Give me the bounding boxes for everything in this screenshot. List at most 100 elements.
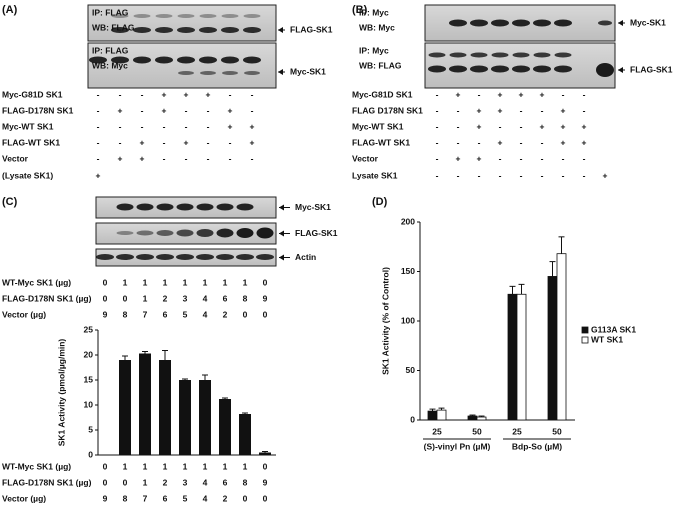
blot-band (111, 56, 129, 64)
blot-band (216, 254, 234, 260)
bar (199, 380, 211, 455)
cell: 1 (163, 277, 168, 287)
blot-band (177, 14, 195, 18)
blot-band (491, 52, 509, 58)
blot-band (176, 229, 194, 237)
cell: 0 (263, 277, 268, 287)
sign: - (141, 89, 144, 99)
blot-ip: IP: Myc (359, 7, 389, 17)
blot-band (196, 203, 214, 211)
sign: + (498, 105, 503, 115)
sign: + (140, 137, 145, 147)
bar (219, 399, 231, 455)
sign: - (436, 170, 439, 180)
cell: 7 (143, 493, 148, 503)
blot-band (470, 19, 488, 27)
group-label: (S)-vinyl Pn (µM) (424, 441, 491, 451)
sign: - (520, 170, 523, 180)
cell: 2 (163, 477, 168, 487)
cell: 0 (263, 309, 268, 319)
cell: 6 (223, 477, 228, 487)
blot-band (116, 203, 134, 211)
bar (139, 353, 151, 455)
bar (436, 409, 447, 421)
sign: - (185, 153, 188, 163)
sign: + (603, 170, 608, 180)
y-axis-label: SK1 Activity (pmol/µg/min) (56, 339, 66, 447)
bar (556, 253, 567, 421)
sign: + (118, 105, 123, 115)
cell: 0 (103, 477, 108, 487)
arrow-head (278, 27, 283, 33)
sign: - (583, 170, 586, 180)
panel-label: (A) (2, 4, 18, 16)
cell: 2 (223, 309, 228, 319)
sign: + (540, 89, 545, 99)
row-label: FLAG-WT SK1 (2, 137, 60, 147)
sign: - (562, 153, 565, 163)
arrow-head (618, 20, 623, 26)
cell: 6 (163, 493, 168, 503)
row-label: Myc-WT SK1 (2, 121, 54, 131)
cell: 9 (263, 293, 268, 303)
sign: - (520, 121, 523, 131)
blot-band (449, 19, 467, 27)
blot-band (512, 52, 530, 58)
sign: - (207, 105, 210, 115)
sign: - (457, 105, 460, 115)
blot-band (236, 228, 254, 238)
sign: + (519, 89, 524, 99)
cell: 3 (183, 477, 188, 487)
sign: - (185, 105, 188, 115)
sign: - (207, 137, 210, 147)
cell: 9 (103, 309, 108, 319)
blot-band (178, 71, 194, 75)
row-label: FLAG-D178N SK1 (µg) (2, 477, 92, 487)
blot-band (111, 27, 129, 33)
blot-band (221, 56, 239, 64)
cell: 8 (243, 477, 248, 487)
bar (476, 416, 487, 421)
row-label: Vector (2, 153, 29, 163)
sign: + (162, 89, 167, 99)
bar (239, 414, 251, 455)
blot-band (554, 65, 572, 73)
blot-band (256, 227, 274, 239)
sign: - (119, 121, 122, 131)
blot-band (111, 14, 129, 18)
cell: 1 (143, 277, 148, 287)
sign: - (457, 121, 460, 131)
group-label: Bdp-So (µM) (512, 441, 562, 451)
blot-band (533, 65, 551, 73)
cell: 2 (163, 293, 168, 303)
band-label: Myc-SK1 (630, 17, 666, 27)
sign: - (436, 121, 439, 131)
cell: 1 (163, 461, 168, 471)
blot-band (216, 228, 234, 238)
sign: - (478, 137, 481, 147)
cell: 4 (203, 493, 208, 503)
sign: + (498, 89, 503, 99)
blot-band (221, 14, 239, 18)
y-tick-label: 0 (410, 414, 415, 424)
blot-band (449, 65, 467, 73)
y-axis-label: SK1 Activity (% of Control) (380, 267, 390, 375)
bar (516, 293, 527, 421)
blot (87, 4, 277, 42)
y-tick-label: 0 (88, 449, 93, 459)
row-label: Myc-G81D SK1 (352, 89, 413, 99)
y-tick-label: 15 (84, 374, 94, 384)
cell: 4 (203, 293, 208, 303)
blot-band (221, 27, 239, 33)
sign: + (456, 89, 461, 99)
blot-ip: IP: FLAG (92, 45, 129, 55)
cell: 0 (263, 493, 268, 503)
band-label: FLAG-SK1 (630, 64, 673, 74)
band-label: Myc-SK1 (290, 66, 326, 76)
blot-band (243, 14, 261, 18)
blot-band (199, 27, 217, 33)
blot-band (598, 20, 612, 26)
sign: - (499, 170, 502, 180)
blot-band (596, 63, 614, 77)
blot-wb: WB: FLAG (92, 22, 135, 32)
